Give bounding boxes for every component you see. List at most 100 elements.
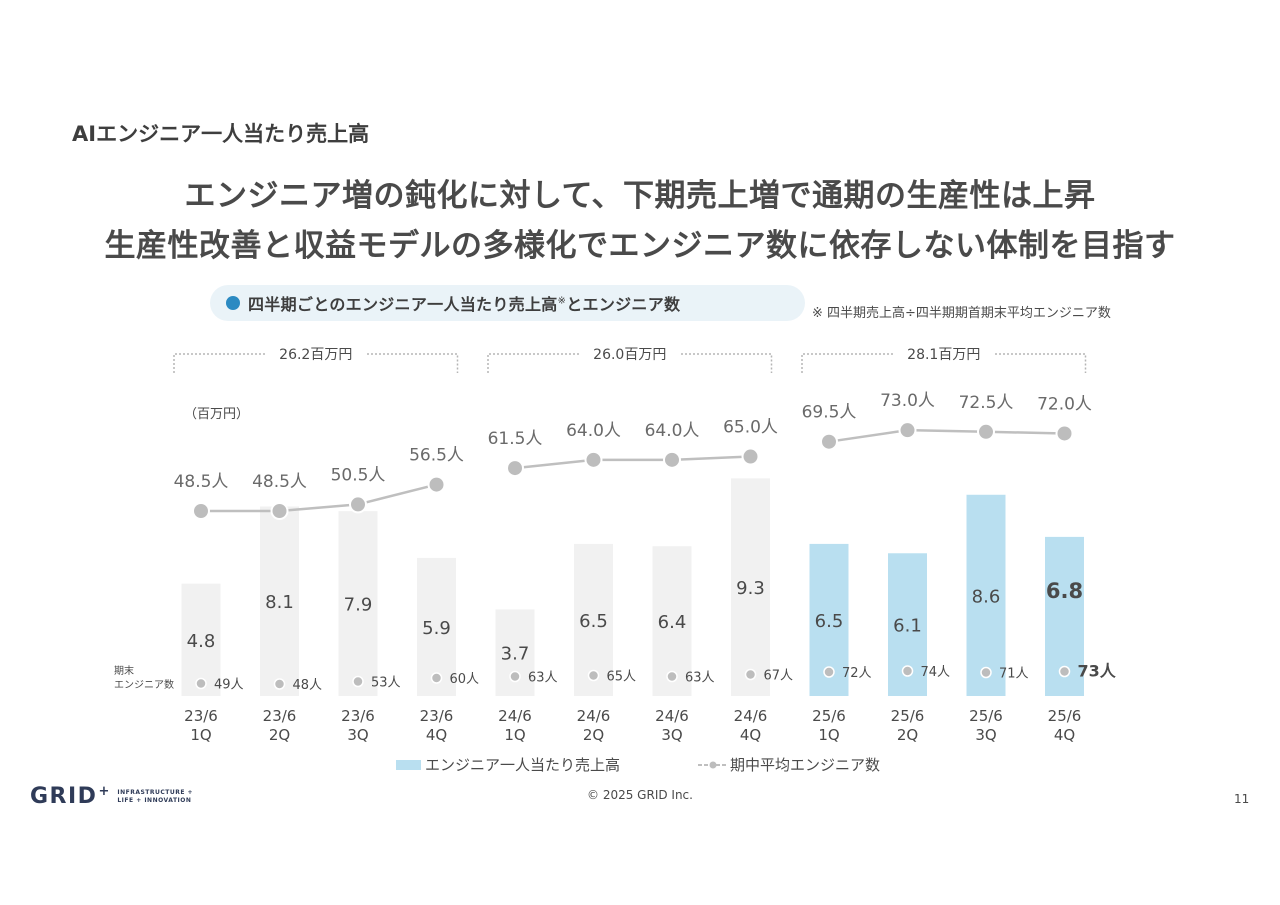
chart-title-mark: ※ — [557, 295, 567, 307]
x-tick-label: 24/6 — [577, 707, 611, 725]
line-value-label: 73.0人 — [880, 391, 935, 411]
bar-value-label: 3.7 — [501, 644, 530, 665]
end-engineers-value: 60人 — [450, 672, 480, 687]
bar-value-label: 6.1 — [893, 616, 922, 637]
line-value-label: 48.5人 — [174, 472, 229, 492]
end-engineers-label: エンジニア数 — [114, 678, 174, 691]
x-tick-label: 24/6 — [734, 707, 768, 725]
line-point — [898, 421, 917, 440]
line-series-segment — [828, 428, 1065, 443]
unit-label: （百万円） — [184, 407, 249, 422]
line-point — [349, 495, 367, 514]
end-engineers-value: 67人 — [764, 669, 794, 684]
bar-value-label: 9.3 — [736, 578, 765, 599]
end-engineers-dot — [901, 665, 914, 677]
logo-plus: + — [98, 784, 110, 799]
end-engineers-dot — [1058, 665, 1071, 678]
bar-value-label: 7.9 — [344, 595, 373, 616]
line-value-label: 64.0人 — [645, 421, 700, 441]
headline-line-2: 生産性改善と収益モデルの多様化でエンジニア数に依存しない体制を目指す — [104, 228, 1176, 264]
line-value-label: 50.5人 — [331, 465, 386, 485]
line-point — [270, 502, 289, 520]
x-tick-label: 2Q — [897, 726, 918, 744]
grid-logo: GRID + INFRASTRUCTURE + LIFE + INNOVATION — [30, 784, 193, 809]
line-point — [427, 475, 446, 494]
end-engineers-value: 49人 — [214, 678, 244, 693]
end-engineers-value: 65人 — [607, 670, 637, 685]
line-point — [663, 450, 681, 469]
legend-line-dot — [709, 761, 717, 769]
line-value-label: 56.5人 — [409, 446, 464, 466]
section-label: AIエンジニア一人当たり売上高 — [72, 122, 370, 146]
annual-total-label: 26.0百万円 — [593, 347, 666, 363]
headline-line-1: エンジニア増の鈍化に対して、下期売上増で通期の生産性は上昇 — [184, 178, 1096, 214]
x-tick-label: 25/6 — [1048, 707, 1082, 725]
annual-total-bg — [893, 344, 994, 364]
copyright: © 2025 GRID Inc. — [587, 788, 693, 802]
x-tick-label: 23/6 — [263, 707, 297, 725]
end-engineers-value: 74人 — [921, 665, 951, 680]
bar-value-label: 8.1 — [265, 592, 294, 613]
logo-tagline-1: INFRASTRUCTURE + — [117, 788, 194, 796]
end-engineers-dot — [352, 675, 364, 688]
end-engineers-dot — [273, 678, 286, 690]
end-engineers-dot — [195, 677, 207, 690]
end-engineers-dot — [744, 668, 757, 681]
end-engineers-label: 期末 — [114, 664, 134, 677]
x-tick-label: 25/6 — [969, 707, 1003, 725]
bar-value-label: 5.9 — [422, 618, 451, 639]
chart-title: 四半期ごとのエンジニア一人当たり売上高※とエンジニア数 — [248, 291, 680, 315]
page-number: 11 — [1234, 792, 1250, 806]
line-point — [192, 502, 210, 520]
x-tick-label: 25/6 — [891, 707, 925, 725]
line-point — [977, 422, 995, 441]
end-engineers-dot — [823, 666, 835, 678]
x-tick-label: 23/6 — [420, 707, 454, 725]
x-tick-label: 4Q — [426, 726, 447, 744]
bullet-dot-icon — [226, 296, 240, 310]
chart-title-suffix: とエンジニア数 — [566, 295, 681, 314]
line-series-segment — [514, 455, 751, 470]
chart-title-main: 四半期ごとのエンジニア一人当たり売上高 — [248, 295, 558, 314]
bar-value-label: 4.8 — [187, 631, 216, 652]
line-point — [820, 432, 838, 451]
bar — [966, 494, 1006, 696]
x-tick-label: 3Q — [975, 726, 996, 744]
line-point — [741, 447, 760, 466]
x-tick-label: 1Q — [504, 726, 525, 744]
bar — [260, 506, 299, 696]
line-value-label: 61.5人 — [488, 429, 543, 449]
logo-tagline: INFRASTRUCTURE + LIFE + INNOVATION — [117, 789, 193, 805]
bar-value-label: 6.5 — [579, 611, 608, 632]
end-engineers-value: 63人 — [685, 671, 715, 686]
line-point — [584, 450, 603, 469]
end-engineers-value: 72人 — [842, 666, 872, 681]
annual-total-bg — [265, 344, 366, 364]
line-value-label: 64.0人 — [566, 421, 621, 441]
annual-total-label: 26.2百万円 — [279, 347, 352, 363]
bar — [731, 478, 770, 696]
end-engineers-dot — [509, 670, 521, 683]
annual-total-label: 28.1百万円 — [907, 347, 980, 363]
annual-total-bg — [579, 344, 680, 364]
x-tick-label: 25/6 — [812, 707, 846, 725]
bar — [181, 583, 221, 696]
end-engineers-value: 71人 — [999, 667, 1029, 682]
x-tick-label: 23/6 — [341, 707, 375, 725]
x-tick-label: 1Q — [190, 726, 211, 744]
x-tick-label: 4Q — [740, 726, 761, 744]
legend-bar-label: エンジニア一人当たり売上高 — [425, 756, 620, 774]
x-tick-label: 2Q — [583, 726, 604, 744]
end-engineers-value: 73人 — [1078, 662, 1117, 681]
logo-tagline-2: LIFE + INNOVATION — [117, 796, 192, 804]
end-engineers-dot — [430, 672, 443, 684]
bar-value-label: 6.5 — [815, 611, 844, 632]
line-point — [1055, 424, 1074, 443]
x-tick-label: 4Q — [1054, 726, 1075, 744]
end-engineers-dot — [980, 666, 992, 679]
line-value-label: 65.0人 — [723, 418, 778, 438]
end-engineers-value: 53人 — [371, 676, 401, 691]
engineer-revenue-chart: 26.2百万円 26.0百万円 28.1百万円 （百万円） 4.8 8.1 7.9 5.9 3.… — [114, 344, 1117, 774]
x-tick-label: 3Q — [347, 726, 368, 744]
bar-value-label: 6.4 — [658, 612, 687, 633]
